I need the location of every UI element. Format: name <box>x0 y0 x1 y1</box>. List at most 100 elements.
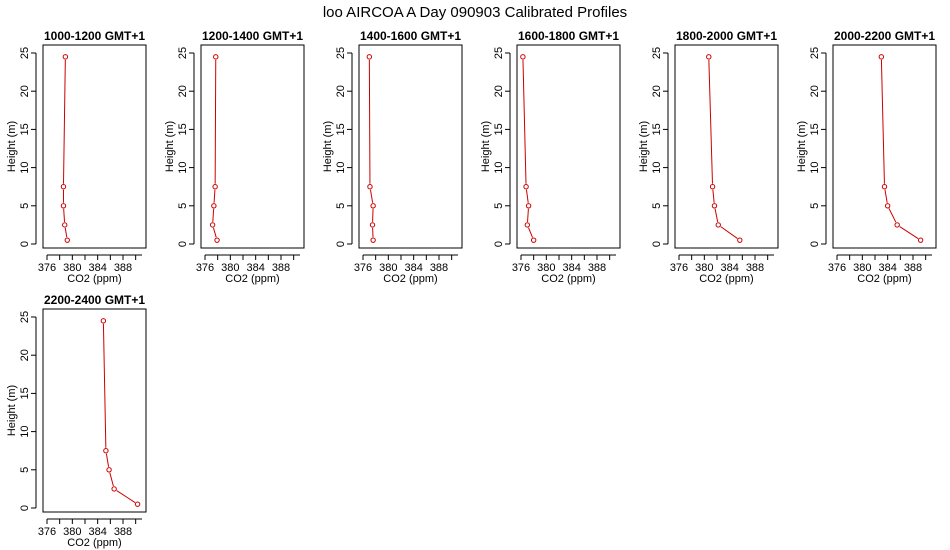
panel-title: 1800-2000 GMT+1 <box>676 29 777 43</box>
y-tick-label: 15 <box>493 123 505 135</box>
plot-frame <box>358 44 463 249</box>
y-tick-label: 25 <box>177 47 189 59</box>
data-point <box>523 184 529 190</box>
y-tick-label: 0 <box>19 241 31 247</box>
x-tick-label: 376 <box>38 526 56 538</box>
y-axis: 0 5 10 15 20 25 Height (m) <box>164 47 195 247</box>
x-tick-label: 380 <box>63 262 81 274</box>
y-tick-label: 5 <box>19 203 31 209</box>
data-point <box>530 237 537 243</box>
x-axis-label: CO2 (ppm) <box>699 273 753 285</box>
profile-series <box>520 54 537 243</box>
profile-segment <box>708 59 713 184</box>
y-tick-label: 15 <box>335 123 347 135</box>
y-tick-label: 15 <box>177 123 189 135</box>
x-tick-label: 376 <box>670 262 688 274</box>
profile-segment <box>884 189 888 203</box>
profile-series <box>209 54 220 243</box>
profile-segment <box>116 490 136 503</box>
x-tick-label: 384 <box>404 262 422 274</box>
y-tick-label: 5 <box>809 203 821 209</box>
y-tick-label: 25 <box>809 47 821 59</box>
x-tick-label: 388 <box>588 262 606 274</box>
x-tick-label: 388 <box>746 262 764 274</box>
y-axis-label: Height (m) <box>796 121 808 172</box>
data-point <box>100 318 107 324</box>
data-point <box>213 54 219 60</box>
x-tick-label: 376 <box>38 262 56 274</box>
y-tick-label: 20 <box>19 85 31 97</box>
profile-segment <box>109 472 114 487</box>
profile-segment <box>522 59 527 184</box>
data-point <box>111 486 117 492</box>
profile-segment <box>63 59 66 184</box>
x-tick-label: 384 <box>88 262 106 274</box>
y-tick-label: 25 <box>493 47 505 59</box>
profile-segment <box>102 323 107 448</box>
profile-series <box>878 54 924 243</box>
x-tick-label: 388 <box>272 262 290 274</box>
y-axis: 0 5 10 15 20 25 Height (m) <box>6 311 37 511</box>
y-tick-label: 10 <box>335 161 347 173</box>
profile-segment <box>527 208 529 222</box>
profile-segment <box>212 208 215 222</box>
y-tick-label: 0 <box>19 505 31 511</box>
profile-segment <box>888 208 897 223</box>
x-axis-label: CO2 (ppm) <box>857 273 911 285</box>
y-axis-label: Height (m) <box>480 121 492 172</box>
profile-series <box>60 54 70 243</box>
data-point <box>878 54 885 60</box>
data-point <box>369 222 376 228</box>
data-point <box>367 184 373 190</box>
profile-segment <box>528 227 533 238</box>
profile-series <box>706 54 743 243</box>
panel-title: 1200-1400 GMT+1 <box>202 29 303 43</box>
panel-title: 1000-1200 GMT+1 <box>44 29 145 43</box>
y-axis-label: Height (m) <box>638 121 650 172</box>
profile-segment <box>712 189 715 203</box>
data-point <box>134 501 141 507</box>
x-axis-label: CO2 (ppm) <box>225 273 279 285</box>
profile-segment <box>714 208 719 223</box>
data-point <box>103 448 109 454</box>
plot-frame <box>674 44 779 249</box>
y-axis: 0 5 10 15 20 25 Height (m) <box>638 47 669 247</box>
data-point <box>212 184 218 190</box>
data-point <box>62 54 69 60</box>
panel-title: 2000-2200 GMT+1 <box>834 29 935 43</box>
panel-title: 2200-2400 GMT+1 <box>44 293 145 307</box>
data-point <box>884 203 891 209</box>
profile-segment <box>105 453 110 467</box>
data-point <box>366 54 373 60</box>
x-tick-label: 384 <box>246 262 264 274</box>
x-axis-label: CO2 (ppm) <box>541 273 595 285</box>
y-tick-label: 10 <box>809 161 821 173</box>
y-axis: 0 5 10 15 20 25 Height (m) <box>480 47 511 247</box>
y-tick-label: 20 <box>493 85 505 97</box>
y-tick-label: 0 <box>651 241 663 247</box>
y-tick-label: 25 <box>651 47 663 59</box>
x-tick-label: 380 <box>695 262 713 274</box>
y-tick-label: 0 <box>809 241 821 247</box>
x-tick-label: 380 <box>63 526 81 538</box>
profile-segment <box>63 208 66 222</box>
profile-segment <box>214 59 217 184</box>
plot-frame <box>42 44 147 249</box>
profile-segment <box>64 227 68 238</box>
y-tick-label: 25 <box>335 47 347 59</box>
profile-segment <box>880 59 885 184</box>
x-tick-label: 380 <box>537 262 555 274</box>
data-point <box>525 203 532 209</box>
y-tick-label: 0 <box>335 241 347 247</box>
data-point <box>370 237 376 243</box>
y-tick-label: 15 <box>19 387 31 399</box>
data-point <box>881 184 888 190</box>
x-tick-label: 380 <box>379 262 397 274</box>
y-tick-label: 10 <box>493 161 505 173</box>
